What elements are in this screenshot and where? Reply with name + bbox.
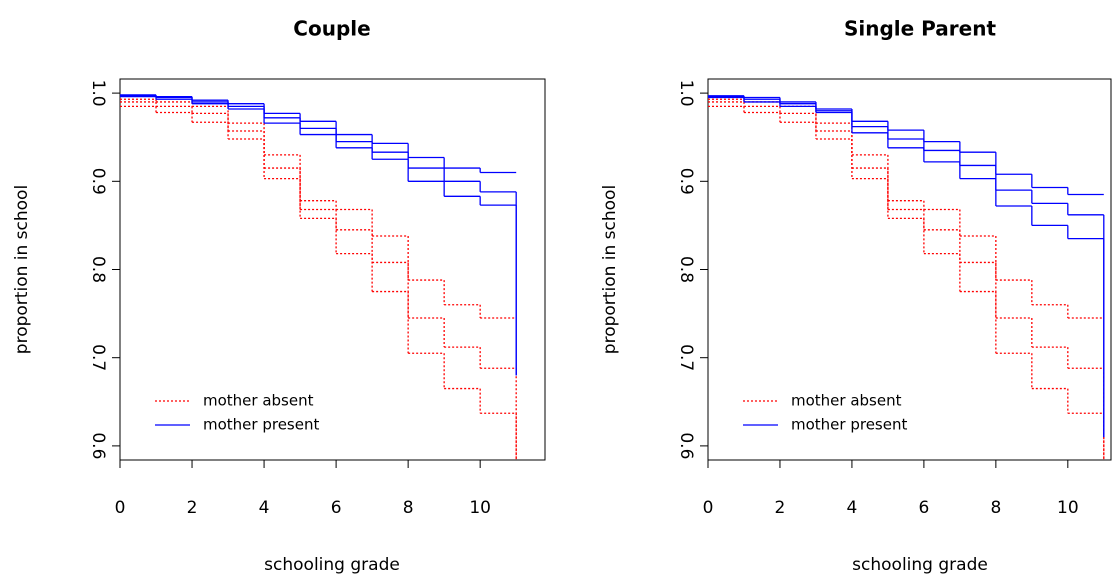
y-axis-label: proportion in school bbox=[12, 185, 32, 354]
y-tick-label: 0.6 bbox=[88, 432, 108, 459]
y-tick-label: 0.9 bbox=[676, 168, 696, 195]
x-tick-label: 0 bbox=[115, 498, 126, 518]
plot-frame bbox=[119, 78, 546, 461]
x-tick-label: 4 bbox=[847, 498, 858, 518]
x-tick-label: 0 bbox=[703, 498, 714, 518]
x-tick-label: 10 bbox=[1057, 498, 1079, 518]
x-tick-label: 4 bbox=[259, 498, 270, 518]
x-tick-label: 8 bbox=[990, 498, 1001, 518]
x-axis-label: schooling grade bbox=[852, 555, 988, 575]
chart-title: Single Parent bbox=[844, 17, 996, 41]
y-tick-label: 0.7 bbox=[88, 344, 108, 371]
x-tick-label: 6 bbox=[918, 498, 929, 518]
legend-label: mother present bbox=[791, 416, 907, 434]
x-tick-label: 2 bbox=[775, 498, 786, 518]
y-tick-label: 0.8 bbox=[88, 256, 108, 283]
x-tick-label: 2 bbox=[187, 498, 198, 518]
legend-label: mother absent bbox=[791, 392, 902, 410]
x-tick-label: 6 bbox=[331, 498, 342, 518]
x-tick-label: 8 bbox=[403, 498, 414, 518]
y-tick-label: 0.6 bbox=[676, 432, 696, 459]
y-tick-label: 0.7 bbox=[676, 344, 696, 371]
legend-label: mother absent bbox=[203, 392, 314, 410]
chart-title: Couple bbox=[293, 17, 370, 41]
legend-label: mother present bbox=[203, 416, 319, 434]
y-tick-label: 1.0 bbox=[676, 80, 696, 107]
plot-frame bbox=[707, 78, 1112, 461]
y-tick-label: 0.9 bbox=[88, 168, 108, 195]
y-axis-label: proportion in school bbox=[600, 185, 620, 354]
y-tick-label: 0.8 bbox=[676, 256, 696, 283]
x-tick-label: 10 bbox=[469, 498, 491, 518]
y-tick-label: 1.0 bbox=[88, 80, 108, 107]
x-axis-label: schooling grade bbox=[264, 555, 400, 575]
